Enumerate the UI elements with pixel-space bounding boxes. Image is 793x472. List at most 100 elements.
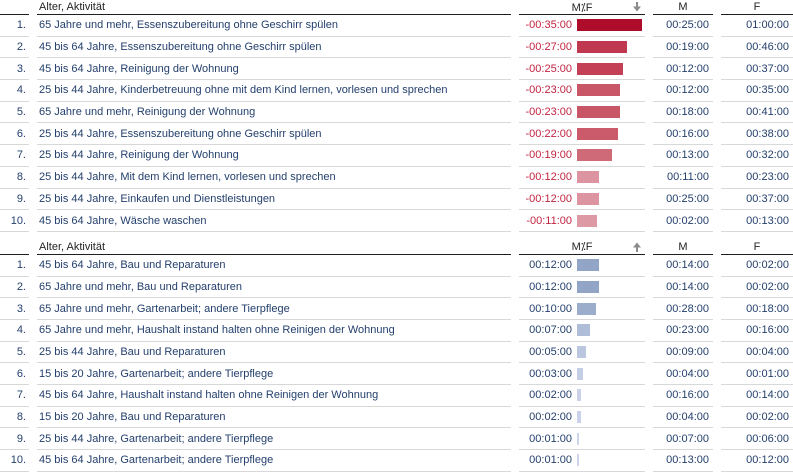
- table-row[interactable]: 10. 45 bis 64 Jahre, Gartenarbeit; andere…: [0, 450, 793, 472]
- f-value: 00:12:00: [721, 450, 793, 472]
- f-value: 00:37:00: [721, 58, 793, 81]
- m-column-header[interactable]: M: [653, 240, 713, 255]
- data-bar: [577, 411, 581, 424]
- rank-column-header[interactable]: [0, 240, 29, 255]
- table-row[interactable]: 7. 25 bis 44 Jahre, Reinigung der Wohnung…: [0, 145, 793, 167]
- delta-column-header[interactable]: M⁒F: [519, 0, 645, 15]
- table-row[interactable]: 2. 65 Jahre und mehr, Bau und Reparaturen…: [0, 277, 793, 299]
- data-bar: [577, 149, 613, 162]
- data-bar-track: [572, 454, 645, 467]
- f-value: 00:37:00: [721, 189, 793, 211]
- row-category-label: 65 Jahre und mehr, Haushalt instand halt…: [37, 320, 511, 342]
- data-bar-track: [572, 324, 645, 337]
- f-value: 00:18:00: [721, 298, 793, 320]
- delta-cell: -00:22:00: [519, 123, 645, 146]
- row-rank: 8.: [0, 407, 29, 429]
- delta-column-header[interactable]: M⁒F: [519, 240, 645, 255]
- table-row[interactable]: 1. 45 bis 64 Jahre, Bau und Reparaturen 00…: [0, 255, 793, 277]
- table-row[interactable]: 5. 65 Jahre und mehr, Reinigung der Wohnu…: [0, 102, 793, 124]
- data-bar: [577, 259, 600, 272]
- delta-cell: 00:01:00: [519, 428, 645, 451]
- m-value: 00:19:00: [653, 37, 713, 59]
- sort-descending-icon[interactable]: [633, 2, 641, 12]
- table-row[interactable]: 4. 25 bis 44 Jahre, Kinderbetreuung ohne …: [0, 80, 793, 102]
- row-rank: 9.: [0, 189, 29, 211]
- delta-value: -00:23:00: [525, 84, 572, 97]
- delta-cell: -00:12:00: [519, 189, 645, 211]
- delta-value: 00:07:00: [529, 324, 572, 337]
- row-rank: 4.: [0, 320, 29, 342]
- m-column-header[interactable]: M: [653, 0, 713, 15]
- row-rank: 4.: [0, 80, 29, 102]
- row-category-label: 45 bis 64 Jahre, Bau und Reparaturen: [37, 255, 511, 277]
- table-row[interactable]: 6. 25 bis 44 Jahre, Essenszubereitung ohn…: [0, 123, 793, 146]
- delta-column-header-label: M⁒F: [571, 241, 593, 254]
- delta-value: -00:12:00: [525, 171, 572, 184]
- table-row[interactable]: 10. 45 bis 64 Jahre, Wäsche waschen -00:11…: [0, 210, 793, 232]
- row-category-label: 65 Jahre und mehr, Bau und Reparaturen: [37, 277, 511, 299]
- delta-cell: 00:07:00: [519, 320, 645, 342]
- category-column-header[interactable]: Alter, Aktivität: [37, 240, 511, 255]
- table-top-female-dominated: Alter, Aktivität M⁒F M F 1. 65 Jahre und …: [0, 0, 793, 232]
- row-category-label: 25 bis 44 Jahre, Essenszubereitung ohne …: [37, 123, 511, 146]
- data-bar-track: [572, 411, 645, 424]
- table-row[interactable]: 2. 45 bis 64 Jahre, Essenszubereitung ohn…: [0, 37, 793, 59]
- delta-cell: -00:23:00: [519, 102, 645, 124]
- data-bar: [577, 324, 590, 337]
- table-header-row: Alter, Aktivität M⁒F M F: [0, 0, 793, 15]
- delta-cell: 00:02:00: [519, 407, 645, 429]
- table-row[interactable]: 9. 25 bis 44 Jahre, Gartenarbeit; andere …: [0, 428, 793, 451]
- row-category-label: 65 Jahre und mehr, Reinigung der Wohnung: [37, 102, 511, 124]
- m-value: 00:13:00: [653, 450, 713, 472]
- row-category-label: 25 bis 44 Jahre, Einkaufen und Dienstlei…: [37, 189, 511, 211]
- f-value: 00:16:00: [721, 320, 793, 342]
- table-row[interactable]: 8. 15 bis 20 Jahre, Bau und Reparaturen 00…: [0, 407, 793, 429]
- row-category-label: 25 bis 44 Jahre, Reinigung der Wohnung: [37, 145, 511, 167]
- delta-value: -00:35:00: [525, 19, 572, 32]
- table-row[interactable]: 3. 45 bis 64 Jahre, Reinigung der Wohnung…: [0, 58, 793, 81]
- f-column-header[interactable]: F: [721, 240, 793, 255]
- table-row[interactable]: 3. 65 Jahre und mehr, Gartenarbeit; ander…: [0, 298, 793, 320]
- f-value: 00:38:00: [721, 123, 793, 146]
- m-value: 00:28:00: [653, 298, 713, 320]
- category-column-header[interactable]: Alter, Aktivität: [37, 0, 511, 15]
- f-value: 00:14:00: [721, 385, 793, 407]
- table-row[interactable]: 6. 15 bis 20 Jahre, Gartenarbeit; andere …: [0, 363, 793, 385]
- delta-cell: 00:12:00: [519, 255, 645, 277]
- rank-column-header[interactable]: [0, 0, 29, 15]
- f-value: 00:46:00: [721, 37, 793, 59]
- delta-value: -00:19:00: [525, 149, 572, 162]
- sort-ascending-icon[interactable]: [633, 242, 641, 252]
- table-row[interactable]: 1. 65 Jahre und mehr, Essenszubereitung o…: [0, 15, 793, 37]
- f-value: 00:23:00: [721, 167, 793, 189]
- row-category-label: 45 bis 64 Jahre, Gartenarbeit; andere Ti…: [37, 450, 511, 472]
- data-bar-track: [572, 106, 645, 119]
- table-row[interactable]: 8. 25 bis 44 Jahre, Mit dem Kind lernen, …: [0, 167, 793, 189]
- data-bar: [577, 127, 618, 140]
- table-row[interactable]: 5. 25 bis 44 Jahre, Bau und Reparaturen 00…: [0, 342, 793, 364]
- delta-cell: 00:05:00: [519, 342, 645, 364]
- delta-value: 00:03:00: [529, 367, 572, 380]
- table-row[interactable]: 9. 25 bis 44 Jahre, Einkaufen und Dienstl…: [0, 189, 793, 211]
- rows: 1. 65 Jahre und mehr, Essenszubereitung o…: [0, 15, 793, 232]
- data-bar: [577, 454, 579, 467]
- row-rank: 6.: [0, 363, 29, 385]
- data-bar-track: [572, 149, 645, 162]
- delta-value: -00:22:00: [525, 127, 572, 140]
- delta-value: 00:12:00: [529, 280, 572, 293]
- table-row[interactable]: 7. 45 bis 64 Jahre, Haushalt instand halt…: [0, 385, 793, 407]
- delta-cell: 00:10:00: [519, 298, 645, 320]
- data-bar-track: [572, 389, 645, 402]
- row-category-label: 45 bis 64 Jahre, Wäsche waschen: [37, 210, 511, 232]
- f-column-header[interactable]: F: [721, 0, 793, 15]
- f-value: 00:41:00: [721, 102, 793, 124]
- row-rank: 5.: [0, 102, 29, 124]
- row-category-label: 25 bis 44 Jahre, Bau und Reparaturen: [37, 342, 511, 364]
- table-row[interactable]: 4. 65 Jahre und mehr, Haushalt instand ha…: [0, 320, 793, 342]
- row-rank: 3.: [0, 298, 29, 320]
- data-bar-track: [572, 192, 645, 205]
- rows: 1. 45 bis 64 Jahre, Bau und Reparaturen 00…: [0, 255, 793, 472]
- data-bar-track: [572, 19, 645, 32]
- data-bar: [577, 214, 598, 227]
